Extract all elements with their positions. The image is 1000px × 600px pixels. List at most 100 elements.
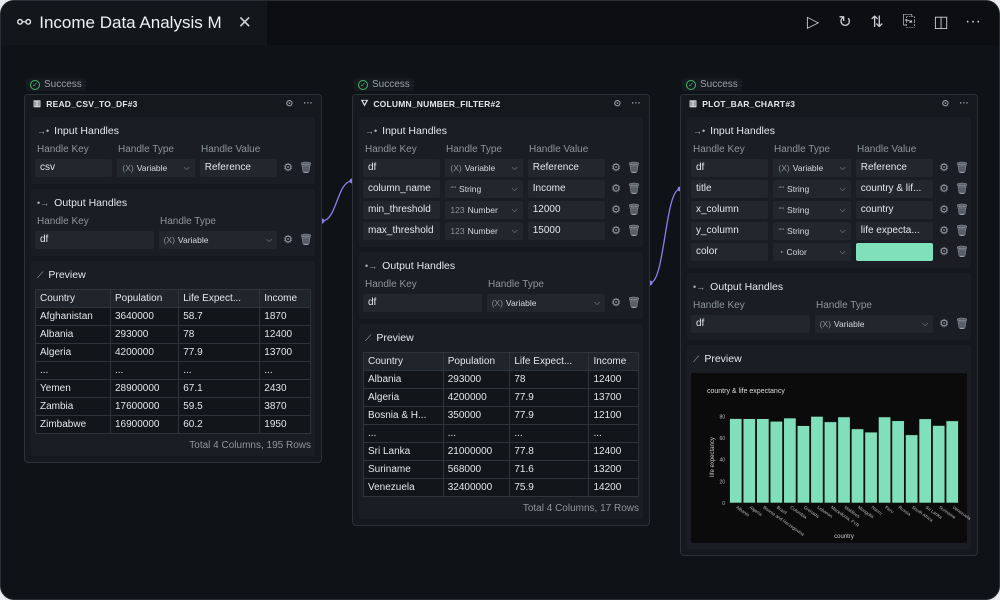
run-step-icon[interactable]: ↻: [838, 14, 852, 31]
gear-icon[interactable]: ⚙: [611, 183, 621, 195]
color-swatch[interactable]: [855, 242, 934, 261]
handle-value-input[interactable]: Reference: [527, 158, 606, 177]
gear-icon[interactable]: ⚙: [939, 225, 949, 237]
gear-icon[interactable]: ⚙: [611, 204, 621, 216]
table-cell: 67.1: [178, 379, 261, 398]
node-header[interactable]: ⛛ COLUMN_NUMBER_FILTER#2 ⊙ ···: [353, 95, 649, 112]
handle-type-select[interactable]: ““ String ⌵: [445, 179, 523, 198]
table-cell: 3640000: [109, 307, 180, 326]
trash-icon[interactable]: 🗑: [627, 225, 641, 237]
trash-icon[interactable]: 🗑: [955, 183, 969, 195]
handle-value-input[interactable]: Reference: [199, 158, 278, 177]
x-tick-label: Peru: [884, 505, 895, 515]
handle-value-input[interactable]: Reference: [855, 158, 934, 177]
column-label: Handle Type: [774, 143, 830, 155]
type-icon: ◔: [778, 246, 784, 257]
trash-icon[interactable]: 🗑: [299, 162, 313, 174]
trash-icon[interactable]: 🗑: [955, 318, 969, 330]
handle-type-select[interactable]: (X) Variable ⌵: [773, 158, 851, 177]
table-cell: ...: [509, 424, 590, 443]
trash-icon[interactable]: 🗑: [955, 204, 969, 216]
table-cell: Yemen: [35, 379, 111, 398]
handle-key-input[interactable]: csv: [35, 158, 113, 177]
handle-value-input[interactable]: 15000: [527, 221, 606, 240]
node-more-icon[interactable]: ···: [303, 98, 313, 108]
handle-type-select[interactable]: ◔ Color ⌵: [773, 242, 851, 261]
handle-value-input[interactable]: 12000: [527, 200, 606, 219]
node-more-icon[interactable]: ···: [631, 98, 641, 108]
gear-icon[interactable]: ⚙: [283, 162, 293, 174]
section-title: Preview: [704, 353, 742, 365]
handle-key-input[interactable]: df: [691, 314, 810, 333]
handle-type-select[interactable]: (X) Variable ⌵: [117, 158, 195, 177]
handle-key-input[interactable]: max_threshold: [363, 221, 441, 240]
gear-icon[interactable]: ⚙: [611, 297, 622, 309]
handle-value-input[interactable]: life expecta...: [855, 221, 934, 240]
close-tab-icon[interactable]: ✕: [237, 13, 252, 32]
handle-key-input[interactable]: min_threshold: [363, 200, 441, 219]
play-icon[interactable]: ▷: [806, 14, 820, 31]
handle-type-select[interactable]: 123 Number ⌵: [445, 200, 523, 219]
table-cell: 60.2: [178, 415, 261, 434]
node-card[interactable]: ▥ READ_CSV_TO_DF#3 ⊙ ··· →• Input Handles Ha…: [24, 94, 322, 463]
gear-icon[interactable]: ⚙: [283, 234, 294, 246]
handle-key-input[interactable]: df: [363, 293, 482, 312]
gear-icon[interactable]: ⚙: [939, 318, 950, 330]
trash-icon[interactable]: 🗑: [955, 162, 969, 174]
node-card[interactable]: ⛛ COLUMN_NUMBER_FILTER#2 ⊙ ··· →• Input Hand…: [352, 94, 650, 526]
trash-icon[interactable]: 🗑: [299, 234, 313, 246]
trash-icon[interactable]: 🗑: [955, 246, 969, 258]
handle-type-select[interactable]: ““ String ⌵: [773, 179, 851, 198]
handle-key-input[interactable]: df: [35, 230, 154, 249]
run-node-icon[interactable]: ⊙: [941, 98, 950, 108]
more-icon[interactable]: ···: [965, 13, 981, 30]
handle-key-input[interactable]: df: [363, 158, 441, 177]
gear-icon[interactable]: ⚙: [611, 225, 621, 237]
handle-type-select[interactable]: (X) Variable ⌵: [445, 158, 523, 177]
bar: [729, 418, 743, 504]
handle-type-select[interactable]: 123 Number ⌵: [445, 221, 523, 240]
export-icon[interactable]: ⎘: [902, 13, 916, 30]
trash-icon[interactable]: 🗑: [627, 297, 641, 309]
gear-icon[interactable]: ⚙: [611, 162, 621, 174]
type-icon: ““: [450, 183, 457, 194]
gear-icon[interactable]: ⚙: [939, 204, 949, 216]
handle-value-input[interactable]: country: [855, 200, 934, 219]
node-header[interactable]: ▥ PLOT_BAR_CHART#3 ⊙ ···: [681, 95, 977, 112]
trash-icon[interactable]: 🗑: [627, 162, 641, 174]
node-card[interactable]: ▥ PLOT_BAR_CHART#3 ⊙ ··· →• Input Handles Ha…: [680, 94, 978, 556]
gear-icon[interactable]: ⚙: [939, 162, 949, 174]
bar: [878, 416, 892, 504]
run-node-icon[interactable]: ⊙: [613, 98, 622, 108]
node-header[interactable]: ▥ READ_CSV_TO_DF#3 ⊙ ···: [25, 95, 321, 112]
handle-type-select[interactable]: ““ String ⌵: [773, 221, 851, 240]
split-view-icon[interactable]: ◫: [933, 14, 949, 31]
trash-icon[interactable]: 🗑: [627, 204, 641, 216]
type-label: Color: [786, 246, 807, 257]
handle-type-select[interactable]: ““ String ⌵: [773, 200, 851, 219]
trash-icon[interactable]: 🗑: [627, 183, 641, 195]
handle-value-input[interactable]: Income: [527, 179, 606, 198]
editor-tab[interactable]: ⚯ Income Data Analysis M ✕: [1, 1, 267, 45]
table-cell: Zimbabwe: [35, 415, 111, 434]
node-more-icon[interactable]: ···: [959, 98, 969, 108]
gear-icon[interactable]: ⚙: [939, 246, 949, 258]
handle-key-input[interactable]: df: [691, 158, 769, 177]
table-cell: ...: [109, 361, 180, 380]
handle-key-input[interactable]: column_name: [363, 179, 441, 198]
run-node-icon[interactable]: ⊙: [285, 98, 294, 108]
section-title: Preview: [48, 269, 86, 281]
handle-type-select[interactable]: (X) Variable ⌵: [814, 314, 934, 333]
gear-icon[interactable]: ⚙: [939, 183, 949, 195]
handle-key-input[interactable]: title: [691, 179, 769, 198]
handle-key-input[interactable]: x_column: [691, 200, 769, 219]
handle-row: column_name ““ String ⌵ Income ⚙ 🗑: [363, 178, 641, 199]
handle-key-input[interactable]: y_column: [691, 221, 769, 240]
bar: [756, 418, 770, 504]
handle-key-input[interactable]: color: [691, 242, 769, 261]
compare-icon[interactable]: ⇅: [870, 14, 884, 31]
trash-icon[interactable]: 🗑: [955, 225, 969, 237]
handle-type-select[interactable]: (X) Variable ⌵: [158, 230, 278, 249]
handle-type-select[interactable]: (X) Variable ⌵: [486, 293, 606, 312]
handle-value-input[interactable]: country & lif...: [855, 179, 934, 198]
